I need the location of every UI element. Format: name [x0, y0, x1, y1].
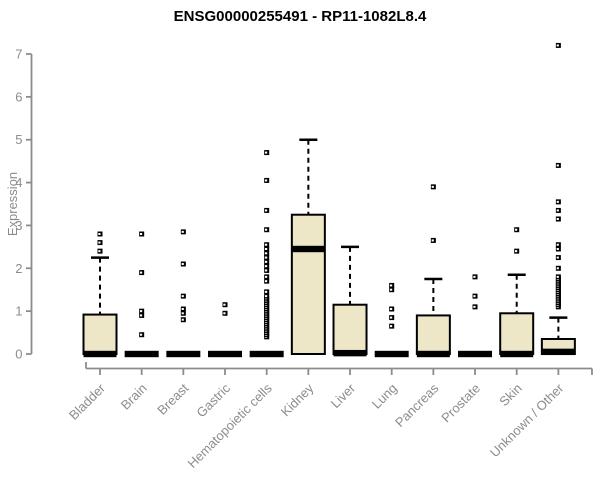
- outlier-point-center: [264, 275, 268, 278]
- box: [499, 312, 535, 356]
- outlier-point-center: [139, 333, 143, 336]
- box: [82, 313, 118, 356]
- y-tick-label: 0: [15, 347, 22, 362]
- outlier-point-center: [139, 310, 143, 313]
- outlier-point-center: [264, 256, 268, 259]
- x-category-label: Brain: [118, 381, 150, 413]
- outlier-point-center: [223, 303, 226, 306]
- outlier-point-center: [181, 308, 184, 311]
- outlier-point-center: [264, 151, 268, 154]
- x-category-label: Unknown / Other: [487, 380, 567, 460]
- y-tick-label: 7: [15, 47, 22, 62]
- outlier-point-center: [181, 318, 184, 321]
- outlier-point-center: [515, 250, 518, 253]
- outlier-point-center: [139, 233, 143, 236]
- outlier-point-center: [473, 305, 476, 308]
- median-line: [291, 245, 325, 253]
- outlier-point-center: [264, 248, 268, 251]
- outlier-point-center: [264, 265, 268, 268]
- x-category-label: Liver: [328, 380, 359, 411]
- collapsed-box: [374, 350, 409, 358]
- outlier-point-center: [98, 241, 101, 244]
- y-tick-label: 4: [15, 175, 22, 190]
- outlier-point-center: [556, 275, 559, 278]
- outlier-point-center: [556, 248, 559, 251]
- outlier-point-center: [515, 228, 518, 231]
- x-category-label: Kidney: [278, 380, 317, 419]
- x-category-label: Prostate: [438, 381, 483, 426]
- x-category-label: Breast: [154, 380, 191, 417]
- box: [332, 303, 368, 355]
- outlier-point-center: [556, 243, 559, 246]
- outlier-point-center: [556, 218, 559, 221]
- outlier-point-center: [264, 280, 268, 283]
- y-tick-label: 3: [15, 218, 22, 233]
- outlier-point-center: [473, 275, 476, 278]
- outlier-point-center: [431, 185, 434, 188]
- box: [415, 314, 451, 356]
- y-tick-label: 5: [15, 132, 22, 147]
- collapsed-box: [208, 350, 243, 358]
- x-category-label: Skin: [496, 381, 524, 409]
- outlier-point-center: [389, 325, 393, 328]
- x-category-label: Bladder: [66, 380, 109, 423]
- collapsed-box: [458, 350, 493, 358]
- outlier-point-center: [264, 295, 268, 298]
- outlier-point-center: [223, 312, 226, 315]
- chart-title: ENSG00000255491 - RP11-1082L8.4: [173, 8, 427, 25]
- outlier-point-center: [98, 233, 101, 236]
- outlier-point-center: [556, 200, 559, 203]
- outlier-point-center: [139, 314, 143, 317]
- outlier-point-center: [264, 252, 268, 255]
- outlier-point-center: [389, 288, 393, 291]
- median-line: [83, 350, 117, 358]
- outlier-point-center: [181, 295, 184, 298]
- y-tick-label: 2: [15, 261, 22, 276]
- outlier-point-center: [556, 164, 559, 167]
- outlier-point-center: [181, 263, 184, 266]
- outlier-point-center: [181, 230, 184, 233]
- outlier-point-center: [264, 179, 268, 182]
- outlier-point-center: [556, 256, 559, 259]
- outlier-point-center: [473, 295, 476, 298]
- y-tick-label: 1: [15, 304, 22, 319]
- median-line: [333, 349, 367, 357]
- outlier-point-center: [556, 44, 559, 47]
- outlier-point-center: [181, 312, 184, 315]
- collapsed-box: [124, 350, 159, 358]
- collapsed-box: [249, 350, 284, 358]
- collapsed-box: [166, 350, 201, 358]
- outlier-point-center: [389, 316, 393, 319]
- outlier-point-center: [431, 239, 434, 242]
- outlier-point-center: [264, 260, 268, 263]
- outlier-point-center: [389, 308, 393, 311]
- outlier-point-center: [139, 271, 143, 274]
- outlier-point-center: [264, 269, 268, 272]
- outlier-point-center: [264, 243, 268, 246]
- median-line: [416, 350, 450, 358]
- outlier-point-center: [264, 290, 268, 293]
- outlier-point-center: [264, 209, 268, 212]
- median-line: [541, 348, 575, 356]
- x-category-label: Pancreas: [392, 380, 442, 430]
- outlier-point-center: [389, 284, 393, 287]
- outlier-point-center: [556, 267, 559, 270]
- y-axis-label: Expression: [5, 171, 20, 237]
- y-tick-label: 6: [15, 89, 22, 104]
- outlier-point-center: [98, 250, 101, 253]
- outlier-point-center: [556, 209, 559, 212]
- box: [290, 213, 326, 355]
- x-category-label: Gastric: [193, 380, 233, 420]
- x-category-label: Lung: [369, 381, 400, 412]
- median-line: [500, 350, 534, 358]
- outlier-point-center: [264, 228, 268, 231]
